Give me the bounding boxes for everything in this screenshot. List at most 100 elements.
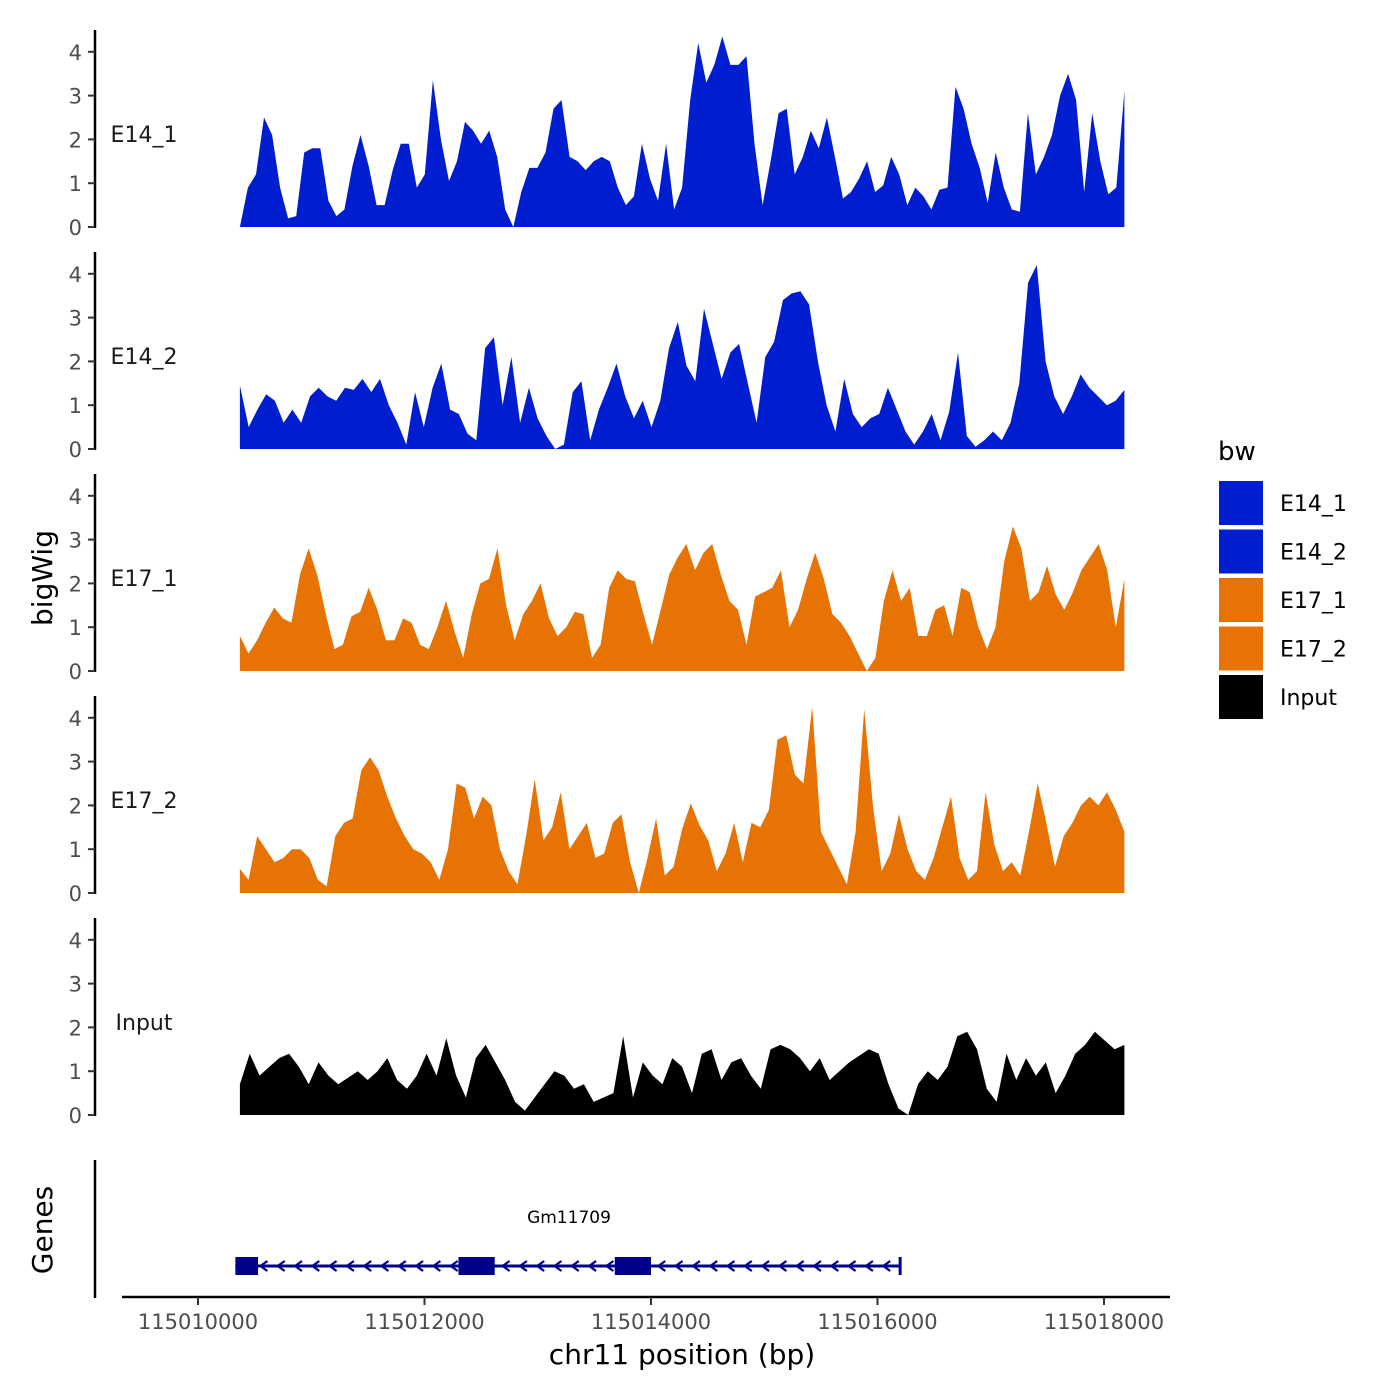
- y-tick-label: 4: [69, 41, 82, 65]
- y-tick-label: 2: [69, 572, 82, 596]
- gene-exon: [614, 1257, 651, 1275]
- y-tick-label: 3: [69, 751, 82, 775]
- y-tick-label: 0: [69, 1104, 82, 1128]
- panel-e14-1: 0 1 2 3 4 E14_1: [69, 30, 1125, 240]
- y-tick-label: 3: [69, 85, 82, 109]
- strand-arrow: [448, 1260, 459, 1272]
- strand-arrow: [431, 1260, 442, 1272]
- y-tick-label: 2: [69, 794, 82, 818]
- y-tick-label: 4: [69, 707, 82, 731]
- legend-swatch: [1219, 675, 1263, 719]
- signal-area-input: [239, 1031, 1125, 1115]
- strand-arrow: [414, 1260, 424, 1272]
- gene-name-label: Gm11709: [527, 1208, 611, 1228]
- strand-arrow: [760, 1260, 770, 1272]
- x-tick-label: 115018000: [1044, 1310, 1164, 1334]
- y-tick-label: 1: [69, 838, 82, 862]
- strand-arrow: [708, 1260, 718, 1272]
- panel-e14-2: 0 1 2 3 4 E14_2: [69, 252, 1125, 462]
- strand-arrow: [396, 1260, 407, 1272]
- panel-input: 0 1 2 3 4 Input: [69, 918, 1125, 1128]
- strand-arrow: [812, 1260, 822, 1272]
- y-tick-label: 0: [69, 660, 82, 684]
- y-tick-label: 0: [69, 882, 82, 906]
- strand-arrow: [691, 1260, 701, 1272]
- legend-swatch: [1219, 529, 1263, 574]
- strand-arrow: [500, 1260, 511, 1272]
- signal-area-e17-1: [239, 526, 1125, 671]
- signal-area-e14-2: [239, 265, 1125, 449]
- gene-exon: [235, 1257, 259, 1275]
- x-tick-label: 115016000: [817, 1310, 937, 1334]
- y-tick-label: 2: [69, 350, 82, 374]
- strand-arrow: [327, 1260, 338, 1272]
- strand-arrow: [293, 1260, 303, 1272]
- legend-swatch: [1219, 626, 1263, 671]
- y-tick-label: 3: [69, 973, 82, 997]
- gene-track: Gm11709: [93, 1160, 902, 1298]
- strand-arrow: [846, 1260, 857, 1272]
- strand-arrow: [587, 1260, 597, 1272]
- panel-e17-1: 0 1 2 3 4 E17_1: [69, 474, 1125, 684]
- strand-arrow: [673, 1260, 684, 1272]
- y-axis-title: bigWig: [26, 530, 59, 626]
- y-tick-label: 1: [69, 394, 82, 418]
- legend-title: bw: [1218, 437, 1256, 467]
- y-tick-label: 4: [69, 485, 82, 509]
- y-tick-label: 3: [69, 529, 82, 553]
- strand-arrow: [518, 1260, 528, 1272]
- strand-arrow: [777, 1260, 788, 1272]
- legend-swatch: [1219, 578, 1263, 622]
- panel-label: Input: [116, 1011, 173, 1036]
- legend-label: E14_1: [1280, 492, 1347, 517]
- signal-area-e17-2: [239, 706, 1125, 893]
- x-tick-label: 115012000: [364, 1310, 484, 1334]
- strand-arrow: [604, 1260, 615, 1272]
- y-tick-label: 4: [69, 263, 82, 287]
- strand-arrow: [742, 1260, 753, 1272]
- y-tick-label: 1: [69, 616, 82, 640]
- genes-axis-title: Genes: [26, 1186, 59, 1274]
- y-tick-label: 4: [69, 929, 82, 953]
- strand-arrow: [258, 1260, 269, 1272]
- panel-label: E14_1: [111, 123, 178, 148]
- strand-arrow: [535, 1260, 545, 1272]
- legend: bw E14_1 E14_2 E17_1 E17_2 Input: [1218, 437, 1347, 719]
- legend-swatch: [1219, 481, 1263, 525]
- strand-arrow: [345, 1260, 355, 1272]
- strand-arrow: [829, 1260, 839, 1272]
- y-tick-label: 2: [69, 128, 82, 152]
- legend-label: E14_2: [1280, 541, 1347, 566]
- y-tick-label: 1: [69, 172, 82, 196]
- legend-label: Input: [1280, 686, 1337, 711]
- signal-area-e14-1: [239, 36, 1125, 227]
- strand-arrow: [725, 1260, 736, 1272]
- x-axis: 115010000 115012000 115014000 115016000 1150…: [122, 1295, 1170, 1334]
- panel-label: E14_2: [111, 345, 178, 370]
- y-tick-label: 2: [69, 1016, 82, 1040]
- panel-e17-2: 0 1 2 3 4 E17_2: [69, 696, 1125, 906]
- legend-label: E17_1: [1280, 589, 1347, 614]
- strand-arrow: [569, 1260, 580, 1272]
- strand-arrow: [794, 1260, 805, 1272]
- y-tick-label: 3: [69, 307, 82, 331]
- strand-arrow: [275, 1260, 286, 1272]
- bigwig-panels: 0 1 2 3 4 E14_1 0 1 2 3 4 E14_2 0 1 2 3 4 E17_1 0 1 2 3 4 E17_2…: [69, 30, 1125, 1128]
- strand-arrow: [864, 1260, 874, 1272]
- panel-label: E17_1: [111, 567, 178, 592]
- strand-arrow: [881, 1260, 891, 1272]
- strand-arrow: [656, 1260, 666, 1272]
- x-tick-label: 115010000: [138, 1310, 258, 1334]
- strand-arrow: [310, 1260, 320, 1272]
- strand-arrow: [552, 1260, 563, 1272]
- y-tick-label: 0: [69, 438, 82, 462]
- y-tick-label: 1: [69, 1060, 82, 1084]
- x-tick-label: 115014000: [591, 1310, 711, 1334]
- y-tick-label: 0: [69, 216, 82, 240]
- strand-arrow: [362, 1260, 372, 1272]
- strand-arrow: [379, 1260, 390, 1272]
- panel-label: E17_2: [111, 789, 178, 814]
- x-axis-title: chr11 position (bp): [549, 1338, 815, 1371]
